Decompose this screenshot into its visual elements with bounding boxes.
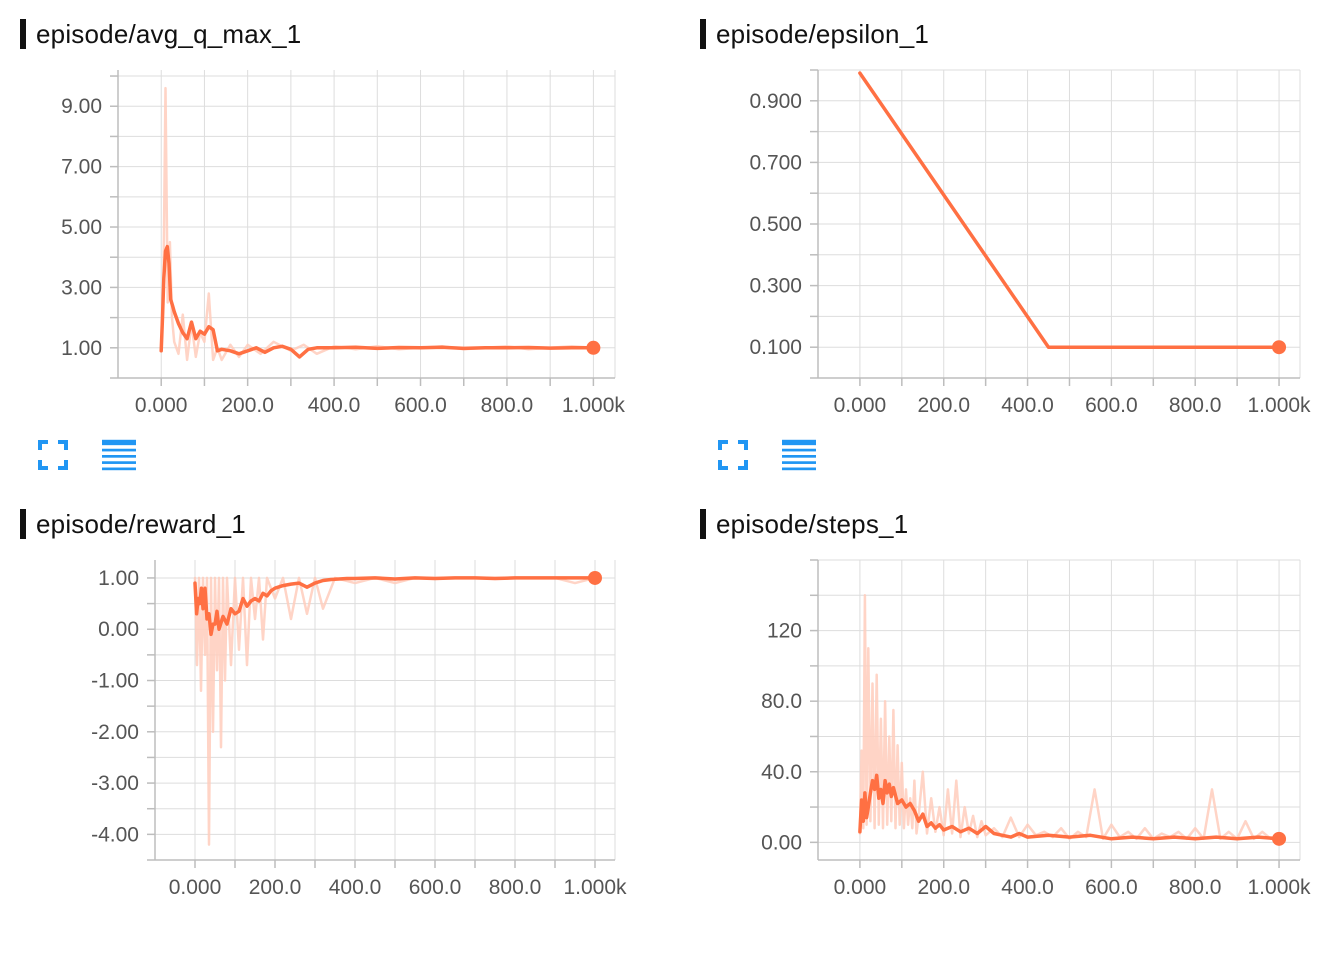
chart-toolbar (716, 438, 816, 472)
chart-title-row: episode/epsilon_1 (700, 18, 929, 50)
x-tick-label: 200.0 (917, 394, 970, 417)
y-tick-label: 5.00 (61, 216, 102, 239)
y-tick-label: 0.500 (749, 213, 802, 236)
y-tick-label: 0.100 (749, 336, 802, 359)
series-line-raw (858, 594, 1281, 841)
chart-title-row: episode/avg_q_max_1 (20, 18, 301, 50)
title-marker (700, 509, 706, 539)
y-tick-label: 0.900 (749, 90, 802, 113)
x-tick-label: 400.0 (329, 876, 382, 899)
x-tick-label: 800.0 (1169, 876, 1222, 899)
y-tick-label: -4.00 (91, 823, 139, 846)
x-tick-label: 400.0 (308, 394, 361, 417)
y-tick-label: 7.00 (61, 156, 102, 179)
y-tick-label: -3.00 (91, 772, 139, 795)
y-tick-label: 0.700 (749, 151, 802, 174)
chart-title-row: episode/steps_1 (700, 508, 908, 540)
y-tick-label: 1.00 (61, 337, 102, 360)
y-tick-label: 0.300 (749, 275, 802, 298)
x-tick-label: 0.000 (169, 876, 222, 899)
x-tick-label: 0.000 (135, 394, 188, 417)
chart-reward[interactable]: 0.000 200.0 400.0 600.0 800.0 1.000k 1.00 0.00 -… (0, 490, 660, 920)
x-tick-label: 600.0 (1085, 394, 1138, 417)
y-tick-label: 80.0 (761, 690, 802, 713)
y-tick-label: 0.00 (761, 831, 802, 854)
fullscreen-icon (38, 440, 68, 470)
x-tick-label: 0.000 (834, 876, 887, 899)
x-tick-label: 800.0 (481, 394, 534, 417)
chart-epsilon[interactable]: 0.000 200.0 400.0 600.0 800.0 1.000k 0.100 0.30… (680, 0, 1340, 470)
chart-card-reward: episode/reward_1 0.000 200.0 400.0 600.0 800… (0, 490, 660, 960)
series-end-point (1272, 831, 1287, 846)
series-line-smoothed (193, 576, 597, 637)
show-data-button[interactable] (782, 438, 816, 472)
fullscreen-button[interactable] (716, 438, 750, 472)
y-tick-label: 1.00 (98, 567, 139, 590)
chart-card-epsilon: episode/epsilon_1 0.000 200.0 400.0 600.0 80… (680, 0, 1340, 472)
x-tick-label: 800.0 (1169, 394, 1222, 417)
list-icon (782, 439, 816, 471)
chart-title: episode/epsilon_1 (716, 18, 930, 49)
chart-toolbar (36, 438, 136, 472)
series-line-smoothed (858, 773, 1281, 841)
y-tick-label: 3.00 (61, 276, 102, 299)
x-tick-label: 1.000k (563, 876, 627, 899)
x-tick-label: 0.000 (834, 394, 887, 417)
series-line-smoothed (159, 244, 596, 359)
chart-title: episode/steps_1 (716, 508, 909, 539)
x-tick-label: 800.0 (489, 876, 542, 899)
x-tick-label: 1.000k (562, 394, 626, 417)
chart-title: episode/avg_q_max_1 (36, 18, 302, 49)
x-tick-label: 600.0 (394, 394, 447, 417)
series-end-point (588, 570, 602, 585)
chart-card-steps: episode/steps_1 0.000 200.0 400.0 600.0 800.… (680, 490, 1340, 960)
y-tick-label: -2.00 (91, 721, 139, 744)
x-tick-label: 200.0 (249, 876, 302, 899)
x-tick-label: 400.0 (1001, 876, 1054, 899)
x-tick-label: 1.000k (1248, 876, 1312, 899)
title-marker (20, 509, 26, 539)
y-tick-label: 9.00 (61, 95, 102, 118)
x-tick-label: 1.000k (1248, 394, 1312, 417)
y-tick-label: 120 (767, 620, 802, 643)
x-tick-label: 600.0 (409, 876, 462, 899)
list-icon (102, 439, 136, 471)
x-tick-label: 600.0 (1085, 876, 1138, 899)
x-tick-label: 400.0 (1001, 394, 1054, 417)
chart-card-avg-q-max: episode/avg_q_max_1 0.000 200.0 400.0 600.0… (0, 0, 660, 472)
y-tick-label: 40.0 (761, 761, 802, 784)
series-end-point (586, 340, 601, 355)
title-marker (700, 19, 706, 49)
chart-title: episode/reward_1 (36, 508, 246, 539)
x-tick-label: 200.0 (221, 394, 274, 417)
show-data-button[interactable] (102, 438, 136, 472)
fullscreen-icon (718, 440, 748, 470)
y-tick-label: 0.00 (98, 618, 139, 641)
title-marker (20, 19, 26, 49)
x-tick-label: 200.0 (917, 876, 970, 899)
series-end-point (1272, 340, 1287, 355)
series-line-smoothed (858, 71, 1281, 349)
chart-avg-q-max[interactable]: 0.000 200.0 400.0 600.0 800.0 1.000k 1.00 3.00 5… (0, 0, 660, 470)
chart-steps[interactable]: 0.000 200.0 400.0 600.0 800.0 1.000k 0.00 40.0 8… (680, 490, 1340, 920)
fullscreen-button[interactable] (36, 438, 70, 472)
y-tick-label: -1.00 (91, 670, 139, 693)
chart-title-row: episode/reward_1 (20, 508, 246, 540)
